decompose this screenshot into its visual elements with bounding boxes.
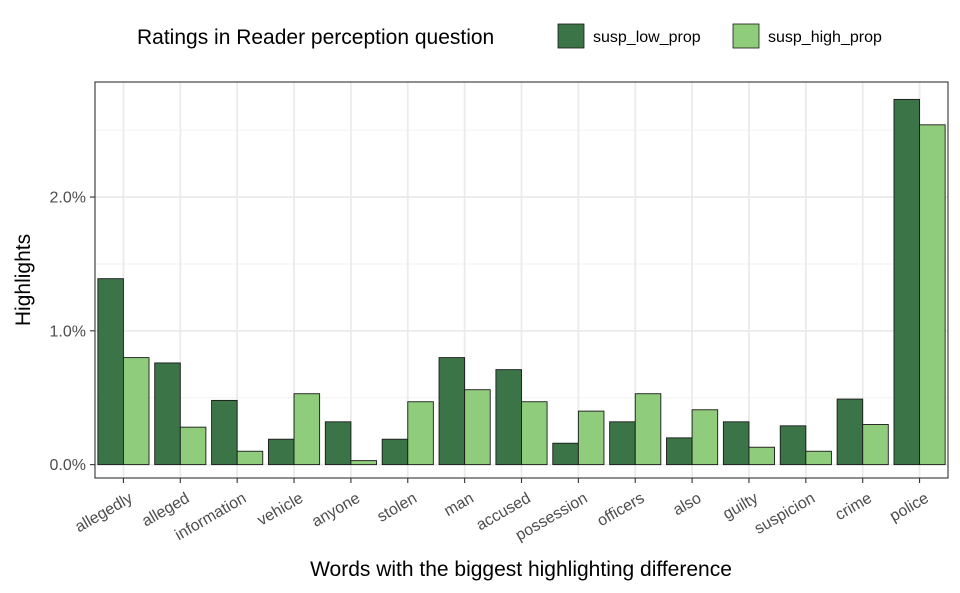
x-tick-label: suspicion — [752, 490, 818, 538]
x-tick-label: stolen — [374, 490, 419, 526]
bar-susp-high-prop-police — [919, 124, 946, 466]
plot-panel — [94, 81, 949, 479]
bar-susp-high-prop-possession — [577, 410, 605, 466]
x-axis-title: Words with the biggest highlighting diff… — [310, 558, 732, 581]
bar-susp-low-prop-guilty — [722, 421, 750, 466]
bar-susp-high-prop-crime — [862, 424, 889, 466]
legend-label-susp-high: susp_high_prop — [768, 29, 882, 46]
bar-susp-low-prop-allegedly — [97, 278, 124, 466]
y-tick-label: 1.0% — [50, 323, 86, 340]
bar-susp-low-prop-officers — [609, 421, 636, 466]
x-tick-label: police — [887, 490, 932, 526]
legend-label-susp-low: susp_low_prop — [593, 29, 701, 46]
bar-susp-low-prop-also — [666, 437, 693, 466]
x-tick-label: also — [670, 490, 704, 519]
x-tick-label: vehicle — [255, 490, 307, 530]
legend: Ratings in Reader perception question su… — [137, 23, 882, 49]
legend-swatch-susp-low — [557, 23, 585, 49]
bar-susp-low-prop-suspicion — [779, 425, 807, 466]
bar-susp-low-prop-stolen — [381, 438, 409, 466]
bar-susp-high-prop-officers — [634, 393, 662, 466]
bar-susp-low-prop-police — [893, 98, 921, 466]
bar-susp-high-prop-anyone — [350, 460, 377, 466]
bar-susp-high-prop-information — [236, 450, 264, 466]
x-tick-label: anyone — [309, 490, 363, 531]
x-tick-label: allegedly — [72, 490, 135, 536]
x-tick-label: man — [441, 490, 476, 520]
bar-susp-high-prop-suspicion — [805, 450, 832, 466]
bar-susp-low-prop-vehicle — [267, 438, 295, 466]
bar-susp-low-prop-crime — [836, 398, 864, 466]
bar-susp-high-prop-guilty — [748, 446, 776, 466]
bar-susp-high-prop-allegedly — [122, 357, 150, 466]
bar-susp-high-prop-man — [464, 389, 491, 466]
bar-susp-low-prop-information — [211, 399, 238, 466]
bar-susp-high-prop-accused — [521, 401, 548, 466]
y-tick-label: 2.0% — [50, 190, 86, 207]
bar-susp-high-prop-also — [691, 409, 719, 466]
x-tick-label: crime — [833, 490, 875, 524]
legend-title: Ratings in Reader perception question — [137, 26, 494, 49]
x-tick-label: guilty — [720, 490, 761, 523]
x-tick-label: officers — [595, 490, 648, 530]
bars — [97, 98, 946, 466]
bar-susp-low-prop-anyone — [324, 421, 352, 466]
y-tick-label: 0.0% — [50, 457, 86, 474]
bar-susp-high-prop-alleged — [179, 426, 207, 466]
bar-susp-low-prop-possession — [552, 442, 579, 466]
bar-susp-low-prop-man — [438, 357, 466, 466]
legend-swatch-susp-high — [732, 23, 760, 49]
bar-susp-low-prop-alleged — [154, 362, 181, 466]
bar-susp-high-prop-stolen — [407, 401, 434, 466]
y-axis-title: Highlights — [12, 234, 35, 326]
y-axis: 0.0% 1.0% 2.0% — [50, 190, 95, 474]
bar-susp-high-prop-vehicle — [293, 393, 321, 466]
bar-susp-low-prop-accused — [495, 369, 522, 466]
